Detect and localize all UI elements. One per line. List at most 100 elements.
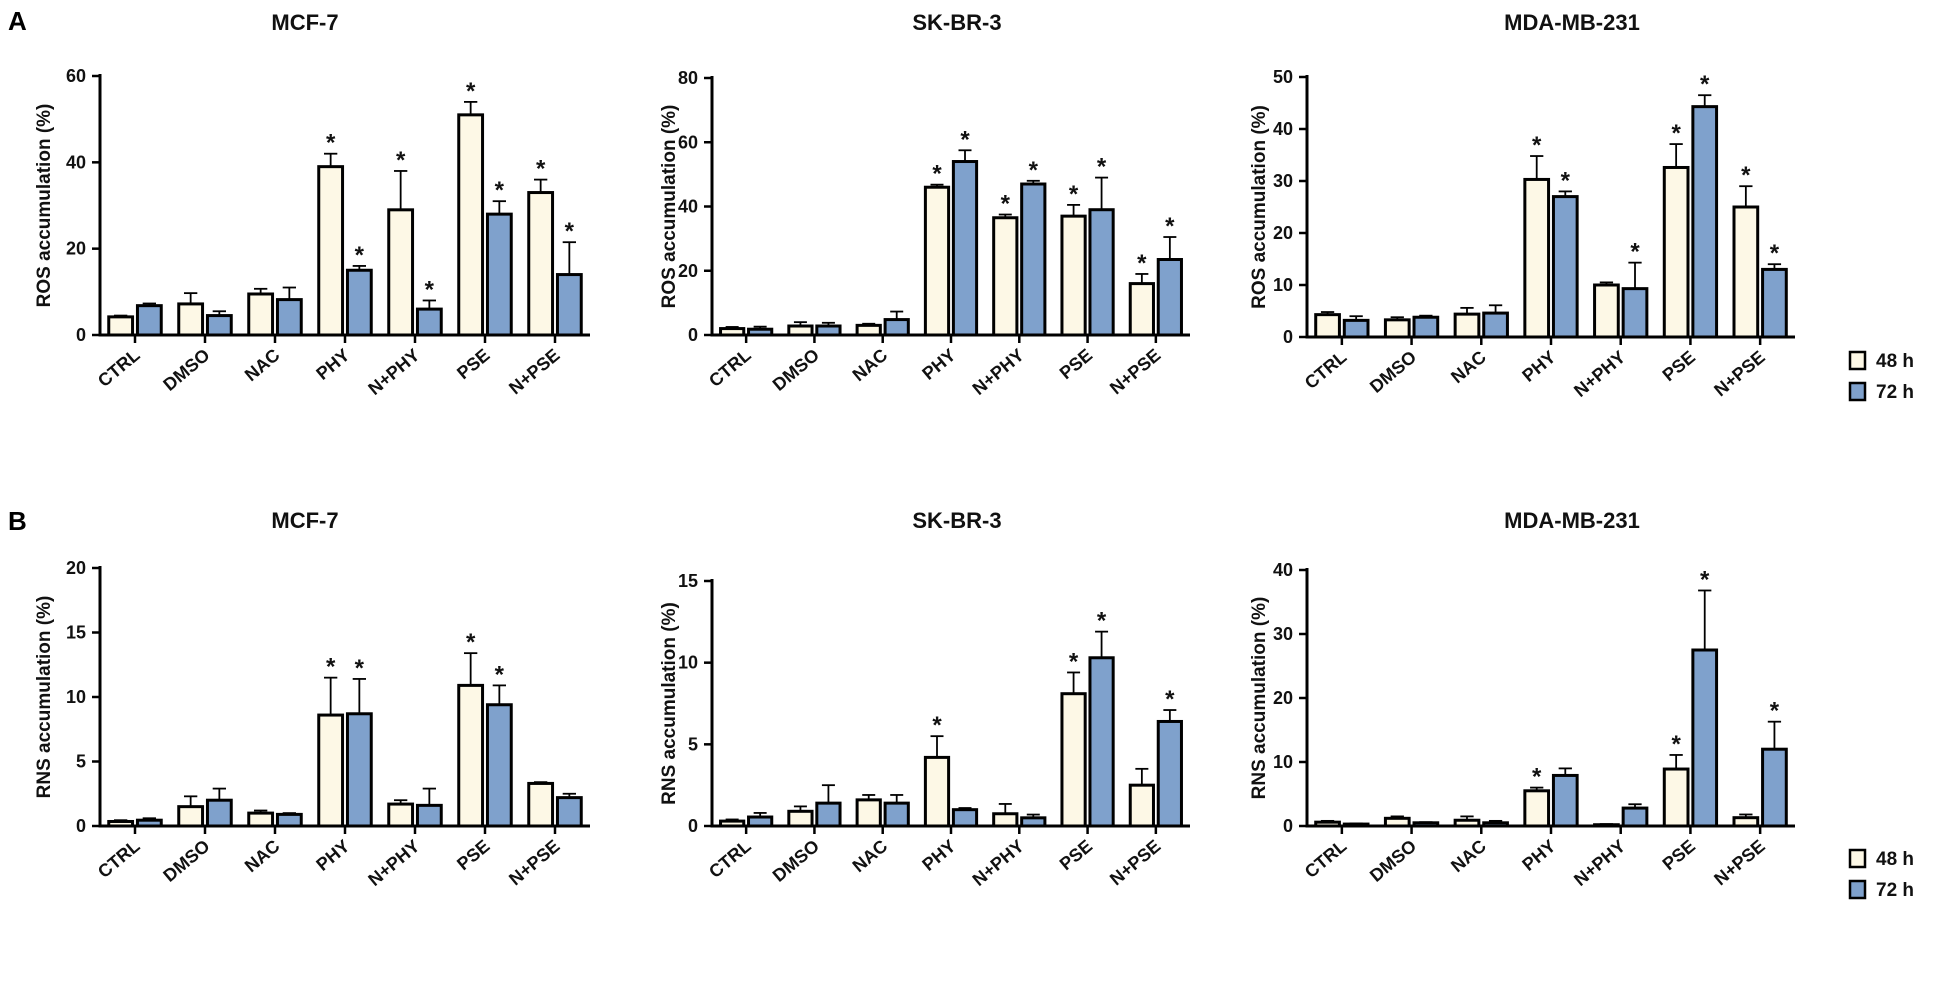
bar (387, 802, 415, 828)
y-tick-label: 30 (1273, 624, 1293, 644)
x-tick-label: N+PHY (969, 836, 1028, 890)
x-tick-label: NAC (1447, 836, 1490, 876)
significance-star: * (1561, 167, 1571, 194)
x-tick-label: PSE (1659, 836, 1699, 874)
x-tick-label: N+PSE (505, 836, 563, 890)
x-tick-label: N+PHY (1570, 836, 1629, 890)
x-tick-label: DMSO (769, 345, 823, 395)
x-tick-label: DMSO (1366, 347, 1420, 397)
bar (1482, 821, 1509, 828)
chart-title: SK-BR-3 (912, 10, 1001, 35)
y-tick-label: 0 (76, 325, 86, 345)
bar (387, 208, 415, 337)
y-tick-label: 20 (678, 261, 698, 281)
chart-title: SK-BR-3 (912, 508, 1001, 533)
legend-swatch (1848, 350, 1867, 371)
chart-ros-mcf7: MCF-7 ROS accumulation (%) 0 20 40 60 CTRL DMSO… (34, 10, 590, 399)
significance-star: * (1137, 250, 1147, 277)
y-tick-label: 10 (1273, 275, 1293, 295)
y-tick-label: 20 (1273, 688, 1293, 708)
significance-star: * (1630, 239, 1640, 266)
y-tick-label: 20 (66, 239, 86, 259)
bar (1088, 656, 1115, 828)
x-tick-label: NAC (241, 345, 284, 385)
x-tick-label: CTRL (1301, 836, 1351, 882)
x-tick-label: N+PHY (1570, 347, 1629, 401)
legend-swatch (1848, 381, 1867, 402)
x-tick-label: DMSO (159, 836, 213, 886)
bar (135, 818, 163, 828)
y-tick-label: 10 (66, 687, 86, 707)
y-tick-label: 0 (688, 325, 698, 345)
bar (1732, 205, 1760, 339)
bar (135, 304, 163, 337)
bar (1761, 747, 1788, 828)
significance-star: * (1097, 608, 1107, 635)
bar (1691, 105, 1719, 339)
y-tick-label: 40 (1273, 560, 1293, 580)
y-tick-label: 60 (678, 132, 698, 152)
significance-star: * (326, 130, 336, 157)
bar (317, 165, 345, 337)
x-tick-label: CTRL (705, 345, 755, 391)
y-axis-label: RNS accumulation (%) (34, 596, 55, 799)
significance-star: * (1700, 71, 1710, 98)
bar (1551, 195, 1579, 339)
bar (1060, 692, 1087, 828)
significance-star: * (355, 655, 365, 682)
bar (787, 324, 814, 337)
x-tick-label: DMSO (769, 836, 823, 886)
y-tick-label: 50 (1273, 67, 1293, 87)
bar (923, 185, 951, 337)
significance-star: * (932, 161, 942, 188)
y-tick-label: 10 (1273, 752, 1293, 772)
bar (1383, 318, 1411, 339)
bar (1662, 165, 1690, 339)
x-tick-label: N+PSE (505, 345, 563, 399)
bar (1621, 287, 1649, 339)
significance-star: * (1671, 731, 1681, 758)
bar (1156, 719, 1183, 828)
bar (951, 160, 979, 337)
y-tick-label: 0 (76, 816, 86, 836)
bar (1342, 318, 1370, 339)
bar (555, 273, 583, 337)
y-tick-label: 15 (66, 623, 86, 643)
y-tick-label: 10 (678, 653, 698, 673)
bar (247, 292, 275, 337)
x-tick-label: PSE (453, 345, 493, 383)
bar (1128, 282, 1155, 337)
y-axis-label: RNS accumulation (%) (659, 602, 680, 805)
x-tick-label: N+PSE (1106, 836, 1164, 890)
bar (815, 801, 842, 828)
legend-top: 48 h 72 h (1848, 350, 1914, 403)
legend-label: 72 h (1876, 880, 1914, 901)
bar (1453, 312, 1481, 339)
significance-star: * (1069, 648, 1079, 675)
bar (1523, 177, 1551, 339)
bar (1732, 816, 1760, 828)
bar (1060, 214, 1087, 337)
bar (415, 803, 443, 828)
significance-star: * (1165, 686, 1175, 713)
y-axis-label: ROS accumulation (%) (34, 104, 55, 308)
significance-star: * (1770, 240, 1780, 267)
bar (1314, 313, 1341, 339)
x-tick-label: PHY (1518, 347, 1559, 386)
bar (1412, 315, 1440, 339)
x-tick-label: CTRL (705, 836, 755, 882)
x-tick-label: NAC (241, 836, 284, 876)
bar (747, 327, 774, 337)
significance-star: * (466, 78, 476, 105)
chart-ros-mdamb231: MDA-MB-231 ROS accumulation (%) 0 10 20 30 40 5… (1249, 10, 1795, 401)
x-tick-label: N+PSE (1710, 836, 1768, 890)
significance-star: * (326, 654, 336, 681)
significance-star: * (425, 276, 435, 303)
chart-title: MDA-MB-231 (1504, 508, 1640, 533)
bar (855, 798, 882, 828)
legend-swatch (1848, 848, 1867, 869)
bar (107, 819, 135, 828)
x-tick-label: NAC (849, 345, 892, 385)
significance-star: * (1165, 213, 1175, 240)
significance-star: * (495, 661, 505, 688)
